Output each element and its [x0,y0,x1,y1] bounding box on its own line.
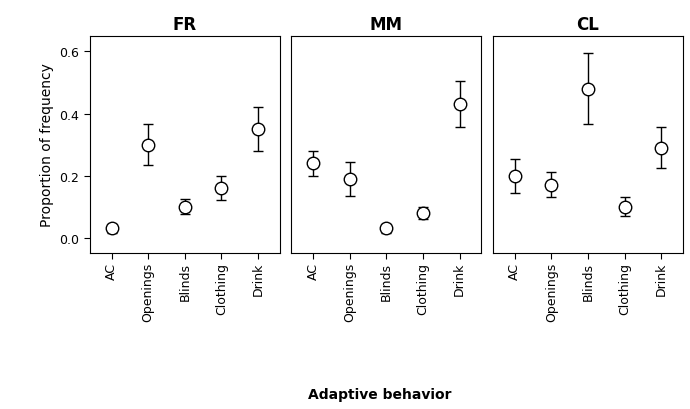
Y-axis label: Proportion of frequency: Proportion of frequency [40,63,54,227]
Title: CL: CL [577,16,600,34]
Title: MM: MM [370,16,403,34]
Text: Adaptive behavior: Adaptive behavior [308,387,451,401]
Title: FR: FR [172,16,197,34]
